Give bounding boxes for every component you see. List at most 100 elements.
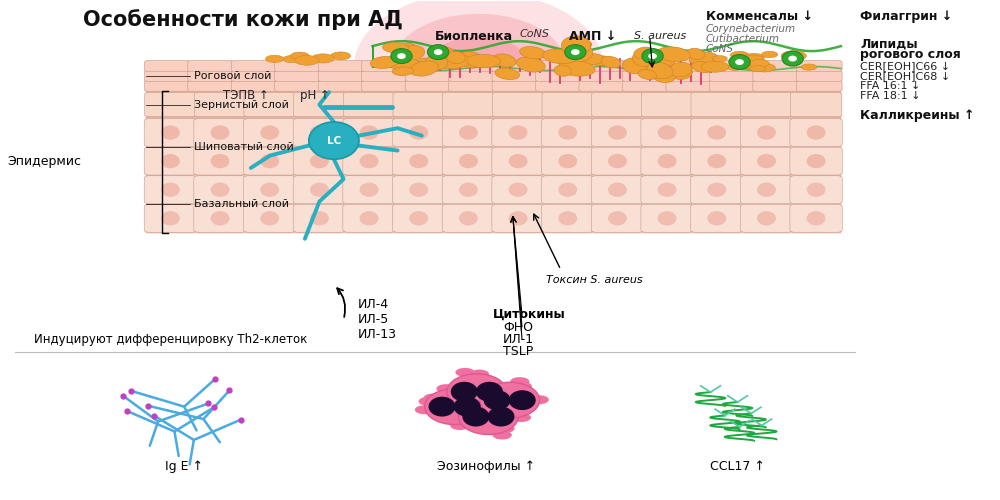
Ellipse shape bbox=[161, 126, 180, 140]
Ellipse shape bbox=[565, 44, 586, 60]
FancyBboxPatch shape bbox=[144, 70, 190, 81]
FancyBboxPatch shape bbox=[542, 204, 594, 232]
FancyBboxPatch shape bbox=[146, 61, 841, 91]
Text: ИЛ-13: ИЛ-13 bbox=[358, 328, 397, 341]
FancyBboxPatch shape bbox=[343, 118, 395, 146]
Ellipse shape bbox=[396, 44, 418, 58]
FancyBboxPatch shape bbox=[740, 118, 793, 146]
FancyBboxPatch shape bbox=[144, 61, 190, 72]
FancyBboxPatch shape bbox=[146, 118, 841, 176]
FancyBboxPatch shape bbox=[492, 61, 538, 72]
Ellipse shape bbox=[495, 424, 515, 433]
Text: LC: LC bbox=[327, 136, 341, 145]
Ellipse shape bbox=[457, 52, 483, 68]
Ellipse shape bbox=[479, 410, 498, 419]
Text: FFA 18:1 ↓: FFA 18:1 ↓ bbox=[860, 92, 921, 102]
Ellipse shape bbox=[429, 396, 456, 416]
Ellipse shape bbox=[311, 54, 334, 63]
Ellipse shape bbox=[749, 60, 769, 68]
FancyBboxPatch shape bbox=[275, 70, 321, 81]
Ellipse shape bbox=[647, 62, 673, 78]
FancyBboxPatch shape bbox=[188, 70, 234, 81]
Ellipse shape bbox=[370, 56, 399, 68]
Ellipse shape bbox=[701, 61, 729, 72]
Ellipse shape bbox=[397, 53, 406, 59]
Ellipse shape bbox=[801, 64, 817, 70]
FancyBboxPatch shape bbox=[691, 147, 743, 175]
FancyBboxPatch shape bbox=[405, 70, 451, 81]
FancyBboxPatch shape bbox=[691, 204, 743, 232]
Ellipse shape bbox=[516, 57, 545, 72]
FancyBboxPatch shape bbox=[442, 176, 495, 204]
Ellipse shape bbox=[455, 368, 475, 377]
Ellipse shape bbox=[437, 392, 456, 400]
Ellipse shape bbox=[467, 54, 500, 68]
Text: Corynebacterium: Corynebacterium bbox=[706, 24, 796, 34]
Ellipse shape bbox=[729, 54, 750, 70]
Ellipse shape bbox=[310, 154, 329, 168]
Ellipse shape bbox=[476, 382, 503, 402]
Text: ТЭПВ ↑: ТЭПВ ↑ bbox=[223, 90, 269, 102]
Ellipse shape bbox=[495, 68, 520, 80]
FancyBboxPatch shape bbox=[318, 80, 364, 91]
Ellipse shape bbox=[450, 421, 469, 430]
FancyBboxPatch shape bbox=[790, 204, 842, 232]
Ellipse shape bbox=[415, 406, 434, 414]
FancyBboxPatch shape bbox=[709, 80, 755, 91]
Ellipse shape bbox=[475, 404, 494, 413]
Text: Комменсалы ↓: Комменсалы ↓ bbox=[706, 10, 813, 23]
Text: ИЛ-4: ИЛ-4 bbox=[358, 298, 389, 311]
Ellipse shape bbox=[443, 399, 462, 408]
FancyBboxPatch shape bbox=[579, 70, 625, 81]
FancyBboxPatch shape bbox=[492, 176, 544, 204]
Ellipse shape bbox=[601, 56, 621, 68]
Ellipse shape bbox=[283, 56, 301, 62]
FancyBboxPatch shape bbox=[293, 176, 346, 204]
Ellipse shape bbox=[310, 126, 329, 140]
FancyBboxPatch shape bbox=[244, 118, 296, 146]
Ellipse shape bbox=[409, 154, 428, 168]
Ellipse shape bbox=[483, 402, 503, 411]
Ellipse shape bbox=[260, 154, 279, 168]
Ellipse shape bbox=[761, 52, 778, 58]
Text: Особенности кожи при АД: Особенности кожи при АД bbox=[83, 9, 403, 30]
Ellipse shape bbox=[657, 47, 690, 62]
Ellipse shape bbox=[638, 70, 657, 80]
FancyBboxPatch shape bbox=[194, 92, 246, 116]
Text: FFA 16:1 ↓: FFA 16:1 ↓ bbox=[860, 82, 921, 92]
Text: Базальный слой: Базальный слой bbox=[194, 199, 289, 209]
Ellipse shape bbox=[295, 56, 319, 65]
Ellipse shape bbox=[161, 182, 180, 197]
FancyBboxPatch shape bbox=[741, 92, 792, 116]
FancyBboxPatch shape bbox=[231, 70, 277, 81]
Ellipse shape bbox=[530, 395, 549, 404]
Ellipse shape bbox=[757, 154, 776, 168]
Ellipse shape bbox=[499, 388, 518, 396]
FancyBboxPatch shape bbox=[796, 80, 842, 91]
FancyBboxPatch shape bbox=[393, 204, 445, 232]
Ellipse shape bbox=[558, 154, 577, 168]
Ellipse shape bbox=[509, 182, 528, 197]
Ellipse shape bbox=[558, 182, 577, 197]
Text: CoNS: CoNS bbox=[706, 44, 734, 54]
Text: Зернистый слой: Зернистый слой bbox=[194, 100, 289, 110]
Ellipse shape bbox=[634, 47, 654, 58]
Text: АМП ↓: АМП ↓ bbox=[569, 30, 616, 43]
Ellipse shape bbox=[161, 154, 180, 168]
Ellipse shape bbox=[260, 211, 279, 226]
Ellipse shape bbox=[429, 36, 529, 96]
FancyBboxPatch shape bbox=[622, 80, 668, 91]
Ellipse shape bbox=[554, 65, 571, 76]
Text: Роговой слой: Роговой слой bbox=[194, 71, 271, 81]
Text: ИЛ-5: ИЛ-5 bbox=[358, 313, 389, 326]
FancyBboxPatch shape bbox=[194, 176, 246, 204]
FancyBboxPatch shape bbox=[622, 70, 668, 81]
FancyBboxPatch shape bbox=[492, 80, 538, 91]
Ellipse shape bbox=[260, 126, 279, 140]
Ellipse shape bbox=[480, 382, 540, 418]
Ellipse shape bbox=[642, 48, 663, 64]
Ellipse shape bbox=[416, 58, 438, 71]
FancyBboxPatch shape bbox=[275, 61, 321, 72]
FancyBboxPatch shape bbox=[666, 61, 712, 72]
Ellipse shape bbox=[520, 46, 546, 59]
